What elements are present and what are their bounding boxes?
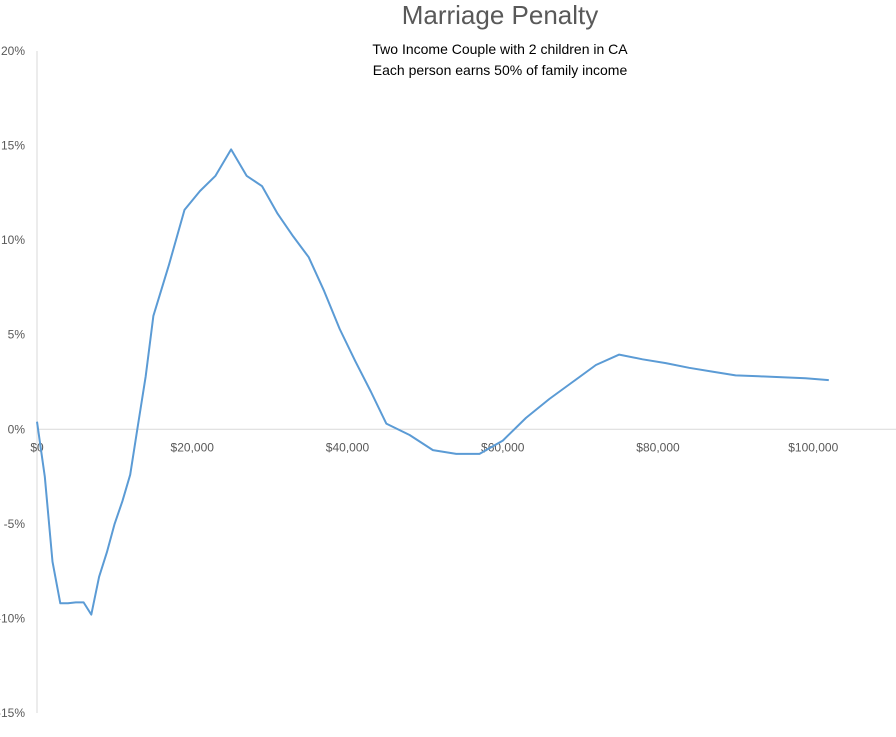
y-tick-label: 10%	[1, 233, 25, 247]
y-tick-label: 0%	[8, 422, 26, 436]
chart-subtitle-line-2: Each person earns 50% of family income	[372, 62, 628, 78]
x-tick-label: $80,000	[636, 440, 680, 454]
x-tick-label: $20,000	[171, 440, 215, 454]
y-tick-label: -10%	[0, 611, 25, 625]
y-tick-label: 20%	[1, 44, 25, 58]
x-tick-label: $60,000	[481, 440, 525, 454]
x-tick-label: $40,000	[326, 440, 370, 454]
y-tick-label: 15%	[1, 139, 25, 153]
x-tick-label: $100,000	[788, 440, 838, 454]
y-tick-label: 5%	[8, 328, 26, 342]
y-tick-label: -15%	[0, 706, 25, 720]
y-tick-label: -5%	[4, 517, 26, 531]
series-line	[36, 148, 829, 616]
chart-title: Marriage Penalty	[401, 0, 599, 30]
chart-subtitle-line-1: Two Income Couple with 2 children in CA	[372, 41, 628, 57]
